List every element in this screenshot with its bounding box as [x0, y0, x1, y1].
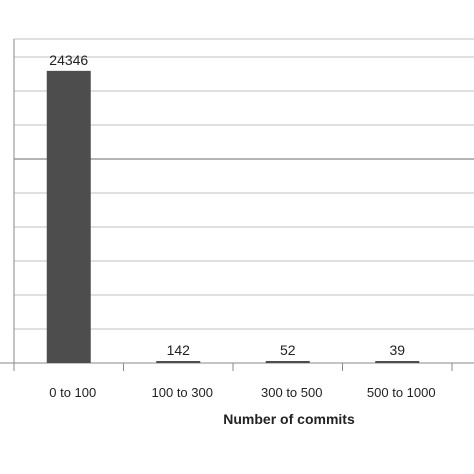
- x-axis-ticks: 0 to 100 100 to 300 300 to 500 500 to 1000: [13, 363, 453, 400]
- data-labels: 24346 142 52 39: [49, 52, 405, 358]
- data-label: 39: [389, 342, 405, 358]
- x-axis-title: Number of commits: [223, 411, 355, 427]
- x-tick-label: 300 to 500: [261, 385, 322, 400]
- data-label: 24346: [49, 52, 88, 68]
- x-tick-label: 100 to 300: [152, 385, 213, 400]
- bar-3: [265, 361, 310, 363]
- x-tick-label: 0 to 100: [49, 385, 96, 400]
- data-label: 142: [167, 342, 191, 358]
- x-tick-label: 500 to 1000: [367, 385, 436, 400]
- bars: [46, 70, 420, 364]
- bar-2: [156, 361, 201, 363]
- bar-1: [46, 70, 91, 364]
- data-label: 52: [280, 342, 296, 358]
- bar-4: [375, 361, 420, 363]
